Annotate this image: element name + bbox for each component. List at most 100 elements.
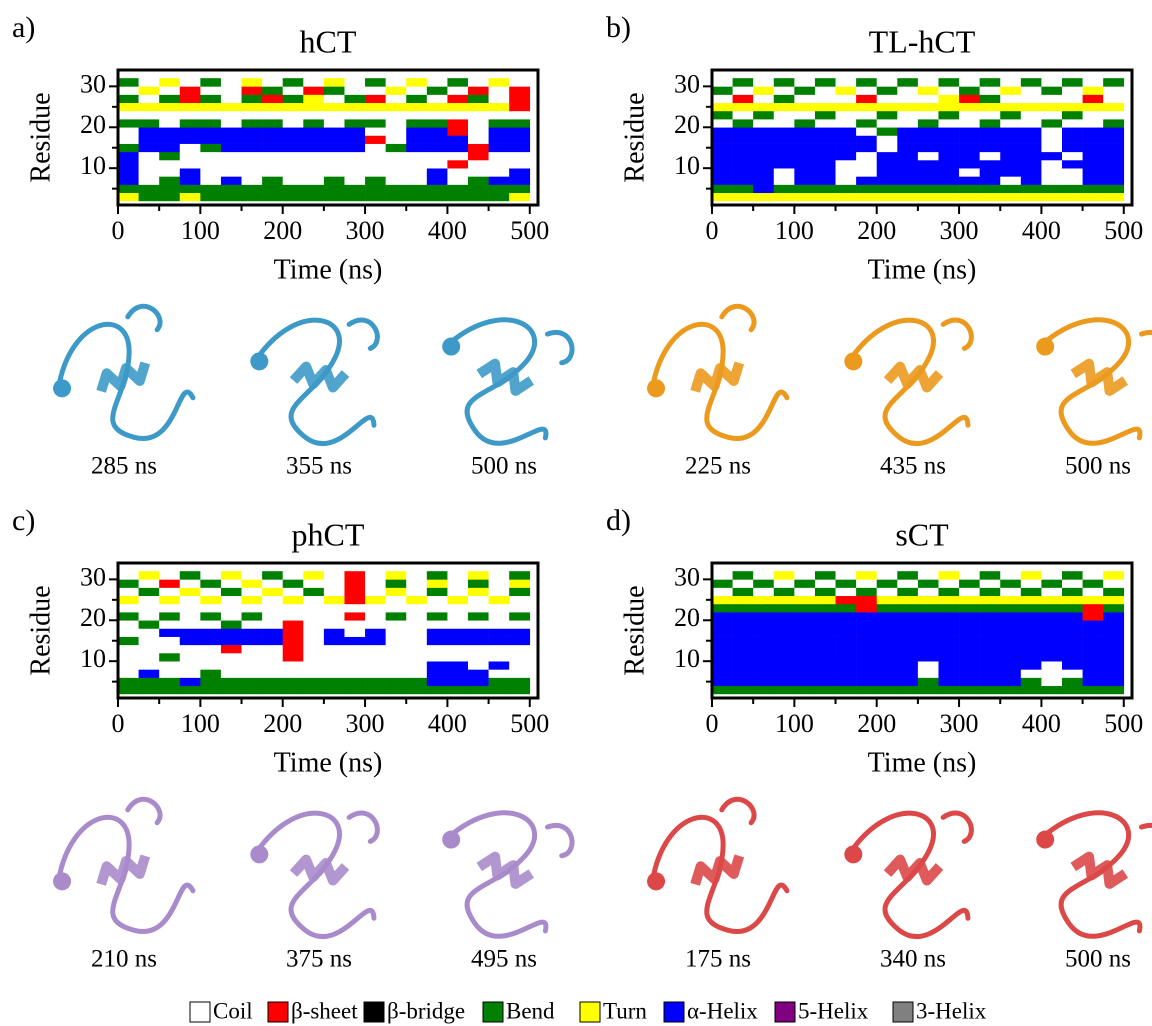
dssp-cell: [959, 184, 980, 194]
structure-snapshot: [250, 317, 380, 446]
dssp-cell: [959, 669, 980, 678]
dssp-cell: [220, 571, 242, 580]
dssp-cell: [1041, 110, 1063, 120]
dssp-cell: [426, 143, 448, 153]
dssp-cell: [1082, 669, 1104, 678]
dssp-cell: [814, 669, 836, 678]
dssp-cell: [118, 653, 139, 662]
dssp-cell: [1000, 579, 1022, 588]
dssp-cell: [959, 620, 980, 629]
dssp-cell: [1041, 86, 1063, 95]
dssp-cell: [138, 176, 160, 185]
x-tick-label: 400: [428, 709, 467, 738]
snapshot-time: 375 ns: [286, 946, 352, 973]
dssp-cell: [118, 176, 139, 185]
dssp-cell: [220, 127, 242, 136]
dssp-cell: [1000, 151, 1022, 161]
dssp-cell: [712, 661, 733, 670]
dssp-cell: [447, 192, 469, 202]
dssp-cell: [262, 644, 284, 654]
dssp-cell: [917, 685, 939, 695]
dssp-cell: [138, 151, 160, 161]
dssp-cell: [1000, 78, 1022, 87]
snapshot-time: 495 ns: [471, 946, 537, 973]
dssp-cell: [138, 143, 160, 153]
dssp-cell: [917, 603, 939, 613]
dssp-cell: [917, 184, 939, 194]
dssp-cell: [979, 628, 1001, 637]
dssp-cell: [1041, 628, 1063, 637]
dssp-cell: [1000, 571, 1022, 580]
dssp-cell: [1062, 127, 1083, 136]
dssp-cell: [447, 677, 469, 687]
dssp-cell: [406, 110, 428, 120]
dssp-cell: [118, 669, 139, 678]
dssp-cell: [426, 127, 448, 136]
snapshot-time: 500 ns: [1065, 453, 1131, 480]
dssp-cell: [138, 160, 160, 169]
dssp-cell: [979, 595, 1001, 605]
dssp-cell: [159, 579, 181, 588]
dssp-cell: [979, 579, 1001, 588]
dssp-cell: [447, 86, 469, 95]
dssp-cell: [979, 192, 1001, 202]
dssp-cell: [509, 661, 531, 670]
y-axis-label: Residue: [619, 585, 650, 675]
dssp-cell: [303, 644, 325, 654]
dssp-cell: [179, 644, 201, 654]
dssp-cell: [509, 110, 531, 120]
dssp-cell: [509, 636, 531, 646]
dssp-cell: [1062, 160, 1083, 169]
dssp-cell: [938, 192, 960, 202]
dssp-cell: [365, 135, 386, 144]
dssp-cell: [406, 579, 428, 588]
dssp-cell: [241, 636, 263, 646]
dssp-cell: [917, 636, 939, 646]
dssp-cell: [897, 661, 919, 670]
dssp-cell: [179, 612, 201, 621]
dssp-cell: [488, 677, 510, 687]
dssp-cell: [1000, 603, 1022, 613]
legend-label: Coil: [213, 998, 253, 1023]
dssp-cell: [1020, 636, 1042, 646]
dssp-cell: [1062, 595, 1083, 605]
dssp-cell: [468, 669, 489, 678]
dssp-cell: [385, 620, 407, 629]
dssp-cell: [938, 86, 960, 95]
dssp-cell: [979, 685, 1001, 695]
dssp-cell: [426, 661, 448, 670]
dssp-cell: [732, 160, 754, 169]
dssp-cell: [814, 94, 836, 104]
dssp-cell: [138, 135, 160, 144]
dssp-cell: [835, 176, 857, 185]
dssp-cell: [712, 685, 733, 695]
dssp-cell: [732, 628, 754, 637]
dssp-cell: [200, 653, 222, 662]
dssp-cell: [488, 579, 510, 588]
dssp-cell: [773, 143, 795, 153]
dssp-cell: [732, 119, 754, 128]
dssp-cell: [303, 78, 325, 87]
dssp-cell: [856, 168, 878, 177]
dssp-cell: [753, 669, 775, 678]
snapshot-time: 500 ns: [471, 453, 537, 480]
dssp-cell: [426, 587, 448, 597]
dssp-cell: [241, 119, 263, 128]
dssp-cell: [773, 160, 795, 169]
y-tick-label: 10: [80, 644, 106, 673]
dssp-cell: [917, 677, 939, 687]
dssp-cell: [509, 612, 531, 621]
legend-swatch: [482, 1001, 504, 1023]
dssp-cell: [447, 94, 469, 104]
dssp-cell: [1082, 192, 1104, 202]
dssp-cell: [200, 143, 222, 153]
dssp-cell: [138, 192, 160, 202]
dssp-cell: [732, 677, 754, 687]
dssp-cell: [220, 644, 242, 654]
snapshot-time: 285 ns: [91, 453, 157, 480]
dssp-cell: [262, 595, 284, 605]
dssp-cell: [1082, 143, 1104, 153]
dssp-cell: [876, 603, 898, 613]
dssp-cell: [1103, 168, 1125, 177]
dssp-cell: [856, 192, 878, 202]
